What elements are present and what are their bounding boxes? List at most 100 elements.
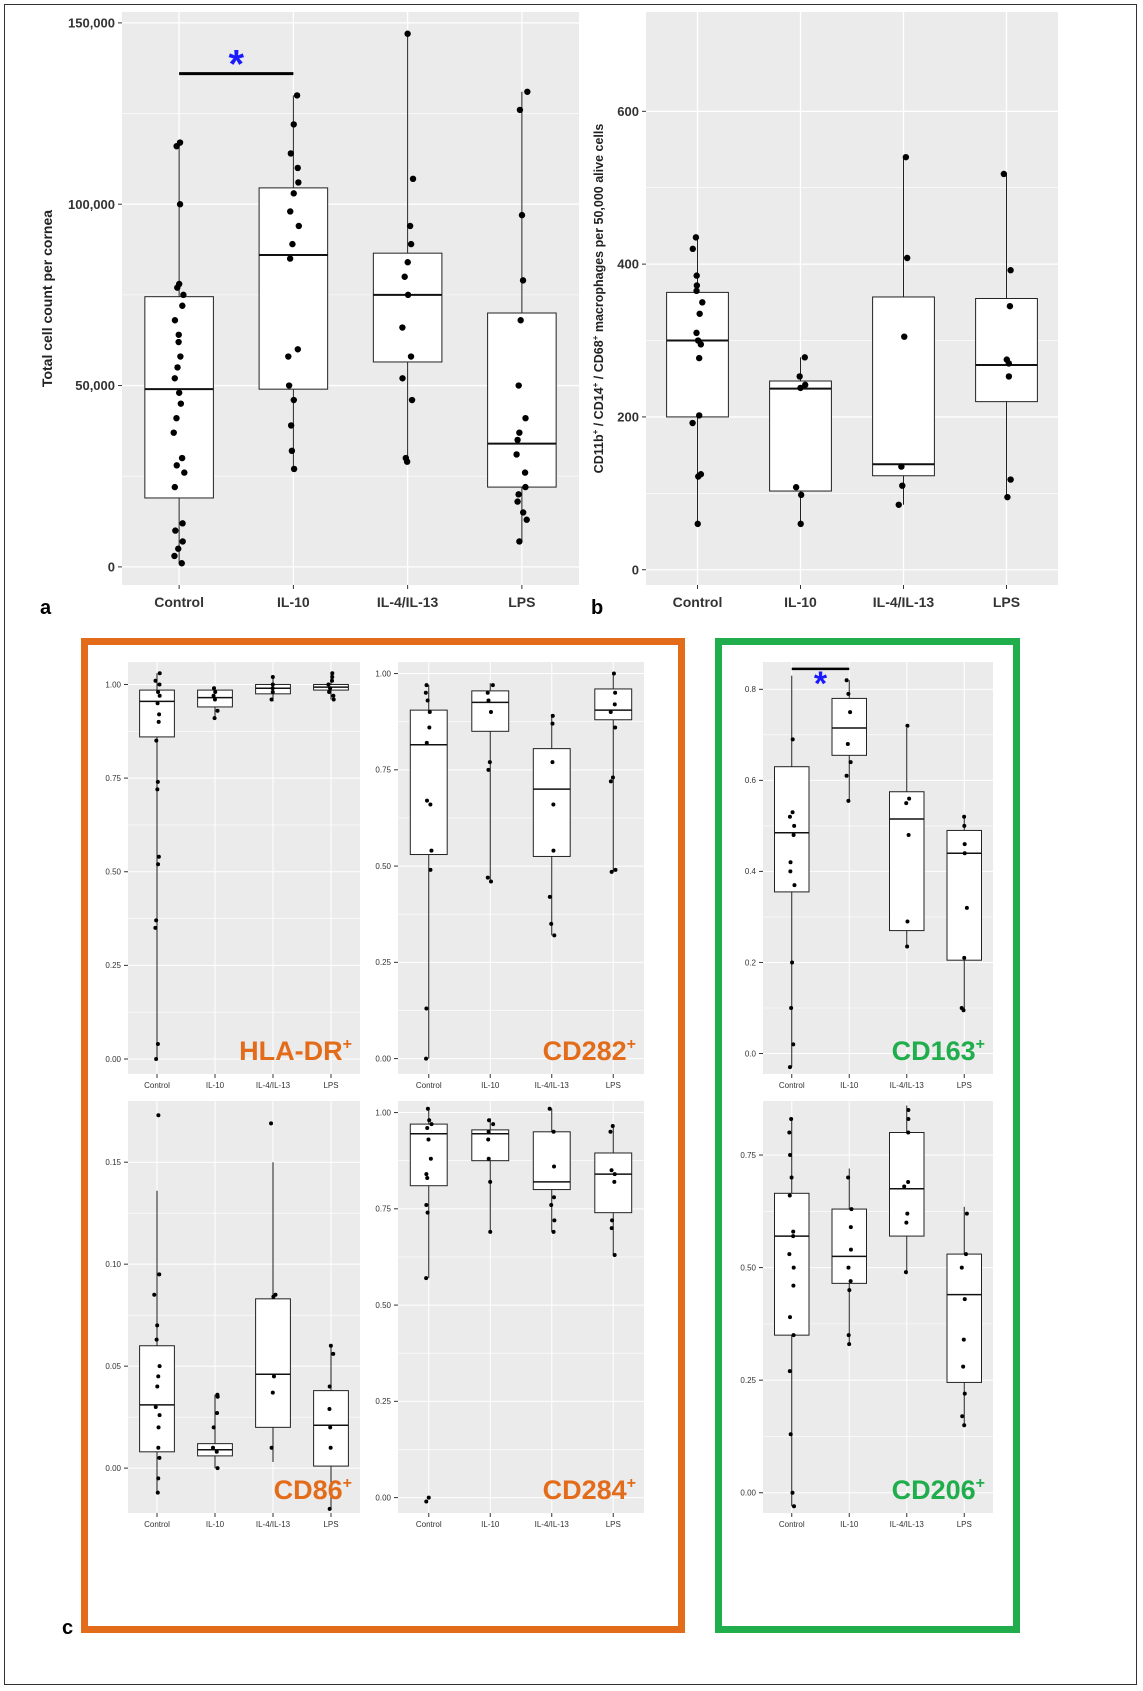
data-point (210, 1445, 215, 1450)
data-point (1000, 170, 1008, 178)
x-tick-label: LPS (606, 1520, 621, 1529)
data-point (170, 429, 177, 436)
marker-name: CD282 (543, 1036, 627, 1066)
data-point (156, 689, 161, 694)
data-point (1004, 493, 1011, 501)
y-tick-label: 0.00 (105, 1464, 121, 1473)
data-point (487, 760, 492, 765)
data-point (791, 1234, 796, 1239)
data-point (907, 796, 912, 801)
marker-label: CD86+ (274, 1475, 352, 1505)
y-tick-label: 1.00 (375, 669, 391, 678)
y-tick-label: 0.25 (740, 1376, 756, 1385)
chart-cd86: 0.00 0.05 0.10 0.15 Control IL-10 IL-4/IL-13 LP… (105, 1101, 360, 1529)
data-point (155, 1490, 160, 1495)
marker-label: CD284+ (543, 1475, 636, 1505)
data-point (801, 354, 809, 361)
marker-sup: + (976, 1036, 985, 1053)
data-point (154, 1057, 159, 1062)
data-point (269, 697, 274, 702)
data-point (519, 277, 527, 284)
data-point (154, 738, 159, 743)
data-point (517, 317, 524, 324)
data-point (423, 690, 428, 695)
data-point (157, 1364, 162, 1369)
y-tick-label: 0.05 (105, 1362, 121, 1371)
data-point (213, 689, 218, 694)
data-point (612, 1179, 617, 1184)
data-point (844, 773, 849, 778)
data-point (156, 1113, 161, 1118)
data-point (153, 678, 158, 683)
data-point (613, 690, 618, 695)
data-point (1005, 373, 1013, 380)
marker-name: HLA-DR (239, 1036, 342, 1066)
data-point (516, 106, 524, 114)
data-point (847, 1342, 852, 1347)
data-point (549, 921, 554, 926)
data-point (491, 1122, 496, 1127)
data-point (550, 760, 555, 765)
data-point (156, 854, 161, 859)
y-axis-label-part: + (591, 429, 600, 434)
data-point (692, 234, 700, 241)
box-il-10 (769, 380, 832, 492)
data-point (180, 291, 187, 299)
data-point (521, 469, 529, 476)
y-tick-label: 0.25 (105, 961, 121, 970)
data-point (518, 211, 526, 219)
data-point (790, 1490, 795, 1495)
data-point (157, 693, 162, 698)
data-point (328, 1343, 333, 1348)
data-point (848, 710, 853, 715)
data-point (331, 697, 336, 702)
data-point (428, 867, 433, 872)
data-point (427, 1118, 432, 1123)
data-point (790, 960, 795, 965)
y-tick-label: 0.00 (105, 1055, 121, 1064)
data-point (172, 527, 179, 534)
marker-name: CD206 (892, 1475, 976, 1505)
data-point (425, 1125, 430, 1130)
data-point (290, 465, 298, 473)
box-il-4-il-13 (872, 296, 935, 477)
chart-cd206: 0.00 0.25 0.50 0.75 Control IL-10 IL-4/IL-13 LP… (740, 1101, 993, 1529)
data-point (488, 1229, 493, 1234)
data-point (792, 1504, 797, 1509)
box-control (144, 296, 214, 499)
data-point (797, 491, 805, 499)
data-point (514, 436, 521, 444)
x-tick-label: IL-10 (840, 1081, 859, 1090)
data-point (486, 698, 491, 703)
box-il-10 (831, 697, 867, 756)
data-point (156, 1476, 161, 1481)
data-point (270, 1390, 275, 1395)
data-point (425, 798, 430, 803)
data-point (485, 875, 490, 880)
data-point (175, 338, 182, 346)
data-point (846, 1175, 851, 1180)
data-point (612, 1172, 617, 1177)
marker-sup: + (343, 1036, 352, 1053)
data-point (516, 538, 523, 545)
data-point (613, 725, 618, 730)
data-point (788, 1432, 793, 1437)
data-point (215, 1466, 220, 1471)
data-point (796, 373, 803, 380)
data-point (211, 693, 216, 698)
data-point (424, 1172, 429, 1177)
data-point (801, 381, 809, 389)
x-tick-label: IL-10 (206, 1520, 225, 1529)
data-point (903, 254, 911, 262)
data-point (290, 396, 297, 404)
data-point (849, 1207, 854, 1212)
y-tick-label: 0.50 (375, 862, 391, 871)
data-point (552, 933, 557, 938)
data-point (171, 375, 178, 382)
chart-hla: 0.00 0.25 0.50 0.75 1.00 Control IL-10 IL-4/IL-… (105, 662, 360, 1090)
x-tick-label: IL-4/IL-13 (535, 1520, 570, 1529)
data-point (552, 1218, 557, 1223)
data-point (694, 520, 701, 528)
data-point (608, 710, 613, 715)
data-point (513, 451, 520, 458)
